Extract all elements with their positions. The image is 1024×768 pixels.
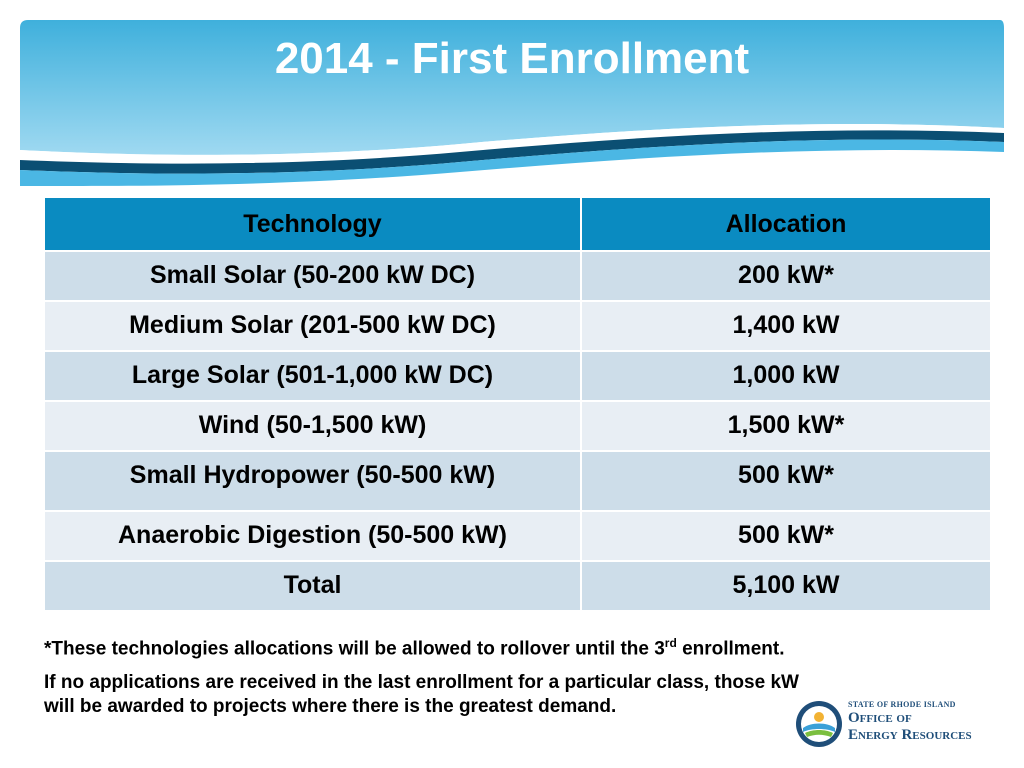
rollover-footnote-end: enrollment. [676, 638, 785, 660]
title-banner: 2014 - First Enrollment [0, 0, 1024, 200]
wave-banner-graphic [20, 20, 1004, 187]
allocation-cell: 500 kW* [580, 510, 992, 562]
logo-state-text: STATE OF RHODE ISLAND [848, 700, 956, 709]
allocation-cell: 1,400 kW [580, 300, 992, 352]
technology-cell: Large Solar (501-1,000 kW DC) [43, 350, 582, 402]
rollover-footnote-text: *These technologies allocations will be … [44, 638, 665, 660]
allocation-table: Technology Allocation Small Solar (50-20… [43, 196, 992, 612]
table-row: Medium Solar (201-500 kW DC) 1,400 kW [43, 300, 992, 352]
allocation-cell: 1,500 kW* [580, 400, 992, 452]
allocation-cell: 1,000 kW [580, 350, 992, 402]
total-value-cell: 5,100 kW [580, 560, 992, 612]
technology-cell: Small Solar (50-200 kW DC) [43, 250, 582, 302]
allocation-cell: 200 kW* [580, 250, 992, 302]
reallocation-note: If no applications are received in the l… [44, 672, 799, 718]
column-header-technology: Technology [43, 196, 582, 252]
technology-cell: Wind (50-1,500 kW) [43, 400, 582, 452]
technology-cell: Small Hydropower (50-500 kW) [43, 450, 582, 512]
office-of-energy-resources-logo: STATE OF RHODE ISLAND Office of Energy R… [795, 698, 995, 750]
logo-office-text: Office of Energy Resources [848, 710, 972, 744]
footnotes: *These technologies allocations will be … [44, 631, 804, 719]
logo-line-1: Office of [848, 710, 912, 726]
state-seal-icon [796, 701, 842, 747]
allocation-cell: 500 kW* [580, 450, 992, 512]
page-title: 2014 - First Enrollment [274, 34, 750, 83]
table-row: Large Solar (501-1,000 kW DC) 1,000 kW [43, 350, 992, 402]
table-header-row: Technology Allocation [43, 196, 992, 252]
ordinal-suffix: rd [664, 636, 677, 650]
technology-cell: Medium Solar (201-500 kW DC) [43, 300, 582, 352]
total-row: Total 5,100 kW [43, 560, 992, 612]
table-row: Wind (50-1,500 kW) 1,500 kW* [43, 400, 992, 452]
logo-line-2: Energy Resources [848, 727, 972, 743]
table-row: Small Solar (50-200 kW DC) 200 kW* [43, 250, 992, 302]
rollover-footnote: *These technologies allocations will be … [44, 631, 804, 661]
table-row: Anaerobic Digestion (50-500 kW) 500 kW* [43, 510, 992, 562]
technology-cell: Anaerobic Digestion (50-500 kW) [43, 510, 582, 562]
table-row: Small Hydropower (50-500 kW) 500 kW* [43, 450, 992, 512]
column-header-allocation: Allocation [580, 196, 992, 252]
total-label-cell: Total [43, 560, 582, 612]
